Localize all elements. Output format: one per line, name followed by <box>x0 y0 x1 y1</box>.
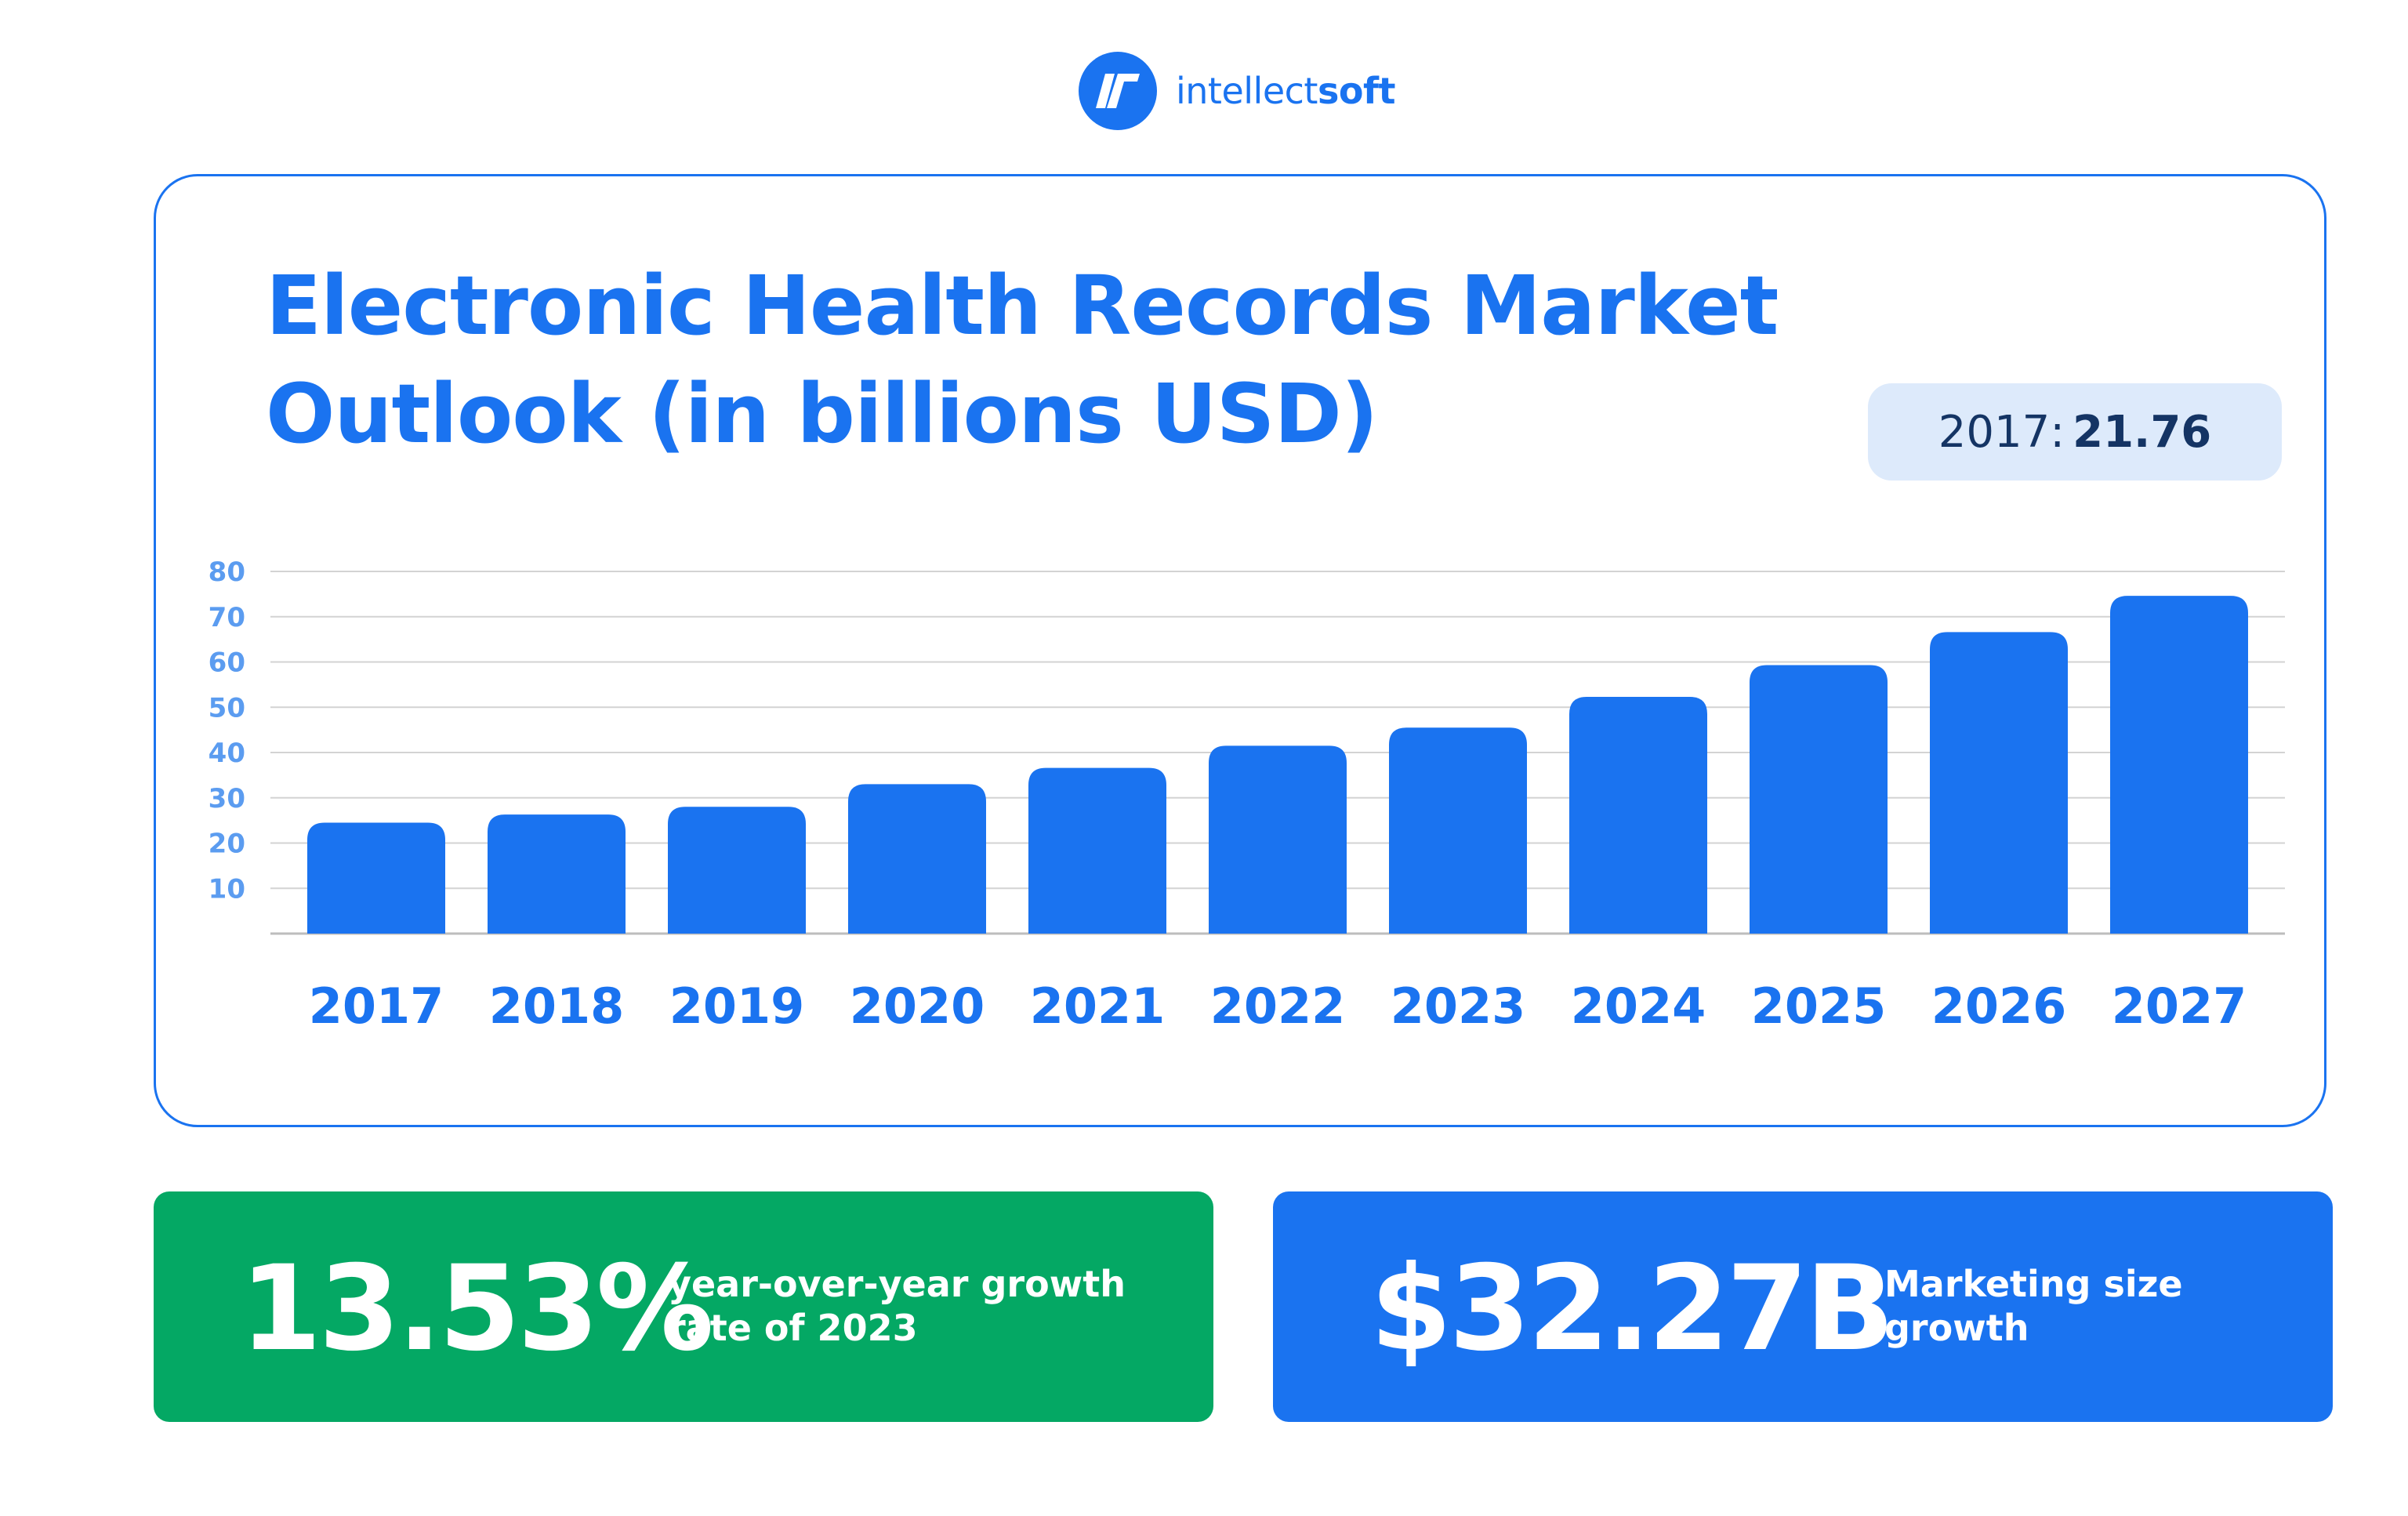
bar-2021 <box>1028 767 1166 934</box>
brand-name: intellectsoft <box>1176 70 1395 112</box>
bar-chart: 10 20 30 40 50 60 70 80 2017 2018 2019 2020 2021 202… <box>209 557 2285 1035</box>
market-size-desc-line2: growth <box>1884 1307 2029 1349</box>
x-tick-label: 2020 <box>850 977 985 1035</box>
y-tick-label: 80 <box>209 557 245 588</box>
bar-2026 <box>1930 632 2068 934</box>
brand-name-light: intellect <box>1176 70 1318 112</box>
market-size-stat: $32.27B Marketing size growth <box>1273 1191 2333 1422</box>
growth-rate-stat: 13.53% year-over-year growth rate of 202… <box>154 1191 1213 1422</box>
y-tick-label: 10 <box>209 873 245 905</box>
market-size-description: Marketing size growth <box>1884 1262 2292 1350</box>
x-axis-ticks: 2017 2018 2019 2020 2021 2022 2023 2024 2025 2026… <box>309 977 2247 1035</box>
x-tick-label: 2017 <box>309 977 444 1035</box>
brand-logo: intellectsoft <box>1079 52 1395 130</box>
brand-name-bold: soft <box>1317 70 1395 112</box>
bar-2025 <box>1750 665 1888 934</box>
bars <box>307 596 2248 934</box>
x-tick-label: 2025 <box>1751 977 1887 1035</box>
bar-2017 <box>307 822 445 934</box>
y-tick-label: 30 <box>209 783 245 814</box>
growth-rate-description: year-over-year growth rate of 2023 <box>668 1262 1154 1350</box>
tooltip-value: 21.76 <box>2073 406 2212 458</box>
market-size-desc-line1: Marketing size <box>1884 1263 2183 1305</box>
growth-rate-value: 13.53% <box>240 1241 714 1377</box>
bar-2018 <box>488 814 626 934</box>
chart-title: Electronic Health Records Market Outlook… <box>266 258 1779 462</box>
growth-rate-desc-line2: rate of 2023 <box>668 1307 918 1349</box>
y-tick-label: 50 <box>209 692 245 724</box>
bar-2024 <box>1569 696 1707 934</box>
intellectsoft-logo-icon <box>1079 52 1157 130</box>
x-tick-label: 2023 <box>1391 977 1526 1035</box>
x-tick-label: 2024 <box>1571 977 1706 1035</box>
x-tick-label: 2019 <box>669 977 805 1035</box>
x-tick-label: 2021 <box>1030 977 1166 1035</box>
bar-2022 <box>1209 745 1347 934</box>
x-tick-label: 2022 <box>1210 977 1346 1035</box>
x-tick-label: 2027 <box>2112 977 2247 1035</box>
tooltip-label: 2017: <box>1938 406 2065 458</box>
bar-2023 <box>1389 727 1527 934</box>
y-tick-label: 60 <box>209 647 245 679</box>
bar-2027 <box>2110 596 2248 934</box>
y-axis-ticks: 10 20 30 40 50 60 70 80 <box>209 557 245 905</box>
y-tick-label: 40 <box>209 738 245 769</box>
growth-rate-desc-line1: year-over-year growth <box>668 1263 1126 1305</box>
x-tick-label: 2026 <box>1931 977 2067 1035</box>
x-tick-label: 2018 <box>489 977 625 1035</box>
bar-2019 <box>668 807 806 934</box>
chart-card: Electronic Health Records Market Outlook… <box>154 174 2326 1127</box>
y-tick-label: 70 <box>209 602 245 633</box>
bar-2020 <box>848 784 986 934</box>
y-tick-label: 20 <box>209 829 245 860</box>
market-size-value: $32.27B <box>1370 1241 1895 1377</box>
value-tooltip: 2017: 21.76 <box>1868 383 2282 481</box>
